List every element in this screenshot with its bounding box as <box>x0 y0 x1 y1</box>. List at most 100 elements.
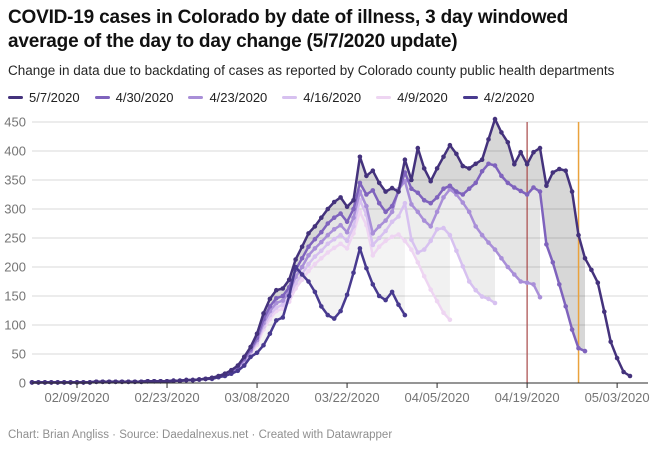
data-point <box>434 209 440 215</box>
data-point <box>331 199 337 205</box>
y-axis-labels: 0 50 100 150 200 250 300 350 400 450 <box>4 115 26 391</box>
band-fills <box>32 119 585 383</box>
data-point <box>338 195 343 200</box>
data-point <box>306 244 311 249</box>
data-point <box>344 246 350 251</box>
data-point <box>319 215 324 220</box>
data-point <box>524 192 530 197</box>
data-point <box>235 363 241 368</box>
data-point <box>537 189 543 194</box>
y-tick-label-450: 450 <box>4 115 26 130</box>
data-point <box>36 380 41 385</box>
x-tick-label-04-19-2020: 04/19/2020 <box>495 390 560 405</box>
data-point <box>428 238 434 244</box>
data-point <box>614 355 620 361</box>
data-point <box>595 280 601 286</box>
data-point <box>537 294 543 300</box>
data-point <box>338 232 343 238</box>
data-point <box>421 166 427 171</box>
data-point <box>434 195 440 200</box>
data-point <box>29 380 35 385</box>
data-point <box>274 287 279 293</box>
data-point <box>479 232 485 238</box>
data-point <box>376 180 382 186</box>
data-point <box>505 180 511 186</box>
data-point <box>409 177 414 183</box>
data-point <box>319 304 324 309</box>
data-point <box>441 225 446 231</box>
data-point <box>293 257 298 262</box>
data-point <box>409 186 414 191</box>
data-point <box>550 260 556 265</box>
data-point <box>299 272 305 277</box>
data-point <box>216 373 221 379</box>
legend-item-4-9-2020: 4/9/2020 <box>376 90 448 105</box>
y-tick-label-400: 400 <box>4 144 26 159</box>
data-point <box>473 161 479 167</box>
band-4-30-2020-to-4-23-2020 <box>32 163 540 383</box>
data-point <box>286 277 292 283</box>
data-point <box>280 298 286 303</box>
data-point <box>389 185 395 191</box>
data-point <box>434 227 440 232</box>
data-point <box>389 209 395 215</box>
legend-swatch-icon <box>282 96 298 100</box>
data-point <box>383 238 388 244</box>
data-point <box>518 279 523 284</box>
data-point <box>357 246 363 251</box>
data-point <box>351 215 356 220</box>
data-point <box>383 297 388 303</box>
data-point <box>479 169 485 174</box>
data-point <box>389 289 395 295</box>
data-point <box>376 224 382 229</box>
data-point <box>415 209 421 215</box>
data-point <box>370 168 376 173</box>
data-point <box>447 232 453 238</box>
x-tick-label-03-22-2020: 03/22/2020 <box>315 390 380 405</box>
x-tick-label-03-08-2020: 03/08/2020 <box>225 390 290 405</box>
data-point <box>582 348 588 354</box>
data-point <box>364 203 369 209</box>
data-point <box>512 272 517 277</box>
data-point <box>331 215 337 220</box>
band-4-9-2020-to-4-2-2020 <box>32 211 405 383</box>
y-tick-label-100: 100 <box>4 318 26 333</box>
data-point <box>158 379 163 384</box>
data-point <box>447 142 453 148</box>
data-point <box>145 379 150 384</box>
data-point <box>376 293 382 299</box>
data-point <box>319 229 324 235</box>
data-point <box>319 248 324 254</box>
legend-label: 4/30/2020 <box>115 90 174 106</box>
y-tick-label-300: 300 <box>4 202 26 217</box>
legend-label: 5/7/2020 <box>29 90 80 106</box>
data-point <box>389 234 395 240</box>
x-tick-label-02-09-2020: 02/09/2020 <box>44 390 109 405</box>
gridlines <box>32 121 648 384</box>
data-point <box>582 255 588 261</box>
data-point <box>280 302 286 308</box>
data-point <box>409 202 414 207</box>
x-tick-label-05-03-2020: 05/03/2020 <box>585 390 650 405</box>
data-point <box>357 154 363 160</box>
data-point <box>325 241 331 247</box>
legend-label: 4/9/2020 <box>397 90 448 106</box>
data-point <box>466 279 472 284</box>
data-point <box>557 166 562 172</box>
data-point <box>537 145 543 151</box>
data-point <box>312 254 318 259</box>
data-point <box>312 261 318 267</box>
data-point <box>434 166 440 171</box>
data-point <box>254 331 260 337</box>
data-point <box>171 378 176 384</box>
y-tick-label-0: 0 <box>19 376 26 391</box>
data-point <box>222 371 228 377</box>
data-point <box>569 189 575 194</box>
data-point <box>344 229 350 235</box>
data-point <box>402 157 408 162</box>
data-point <box>415 260 421 265</box>
data-point <box>557 282 562 287</box>
data-point <box>531 185 536 190</box>
chart-footer: Chart: Brian Angliss · Source: Daedalnex… <box>8 429 393 441</box>
data-point <box>518 149 523 155</box>
